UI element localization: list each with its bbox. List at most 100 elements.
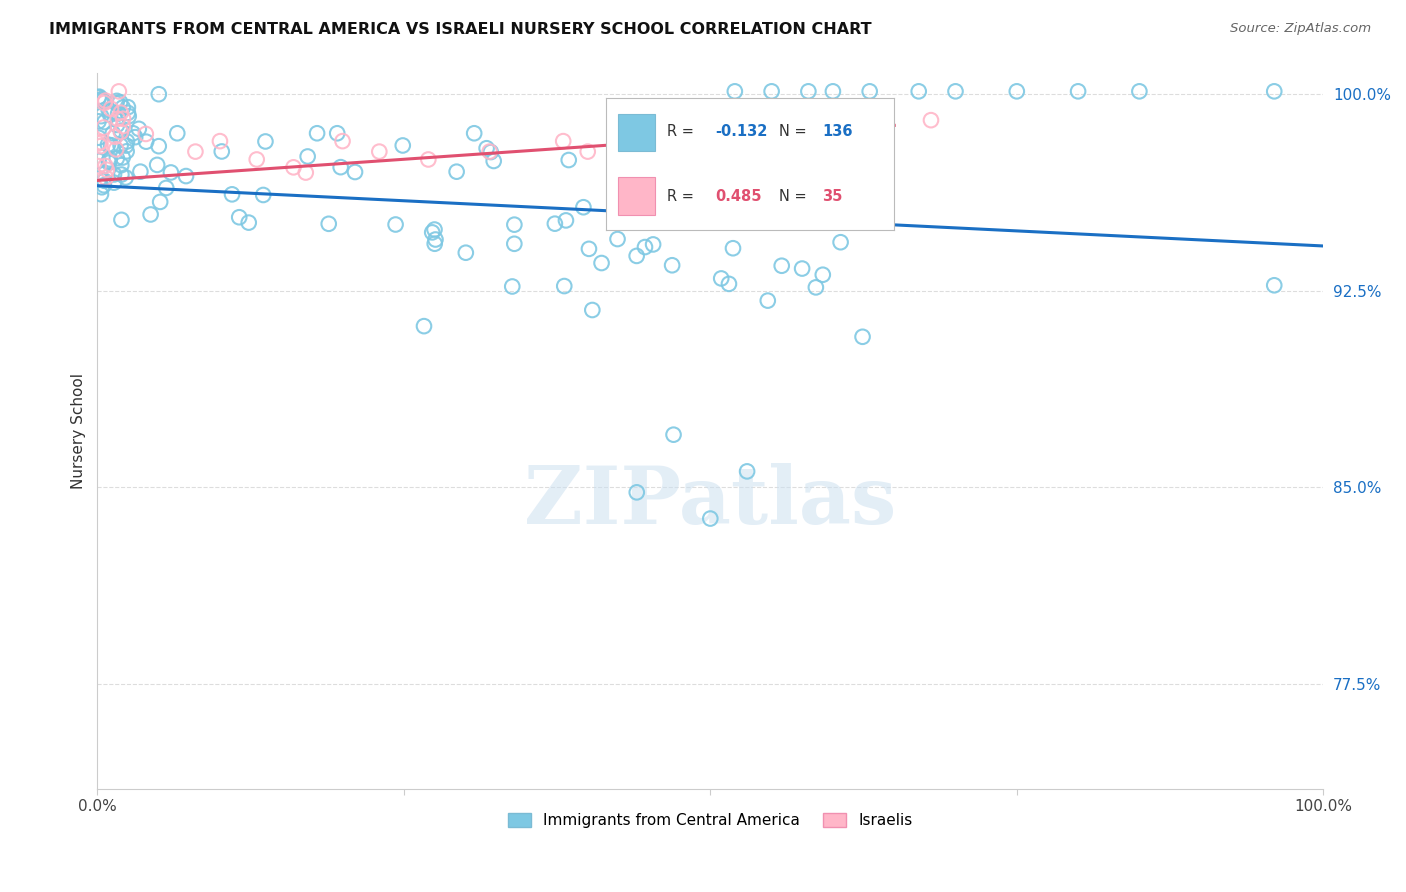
Point <box>418 153 440 167</box>
Legend: Immigrants from Central America, Israelis: Immigrants from Central America, Israeli… <box>502 807 918 835</box>
Point <box>252 188 274 202</box>
Point <box>591 256 613 270</box>
Point <box>97 103 120 117</box>
Point <box>454 245 477 260</box>
Point <box>478 145 501 159</box>
Point <box>101 126 124 140</box>
Point <box>108 84 131 98</box>
Point <box>297 149 319 163</box>
Point <box>1263 278 1285 293</box>
Point <box>238 216 260 230</box>
Point <box>104 129 127 144</box>
Point <box>1263 84 1285 98</box>
Point <box>721 241 744 255</box>
Point <box>643 237 665 252</box>
Point <box>184 145 207 159</box>
Point <box>90 180 112 194</box>
Point <box>110 105 132 120</box>
Point <box>112 112 135 126</box>
Point <box>837 151 859 165</box>
Point <box>423 222 446 236</box>
Point <box>332 134 354 148</box>
Point <box>211 145 233 159</box>
Point <box>87 136 110 151</box>
Point <box>90 187 112 202</box>
Point <box>139 207 162 221</box>
Point <box>93 178 115 193</box>
Point <box>105 118 128 132</box>
Point <box>93 174 115 188</box>
Text: ZIPatlas: ZIPatlas <box>524 463 897 541</box>
Point <box>89 135 111 149</box>
Point <box>294 165 316 179</box>
Point <box>558 153 581 167</box>
Point <box>110 212 132 227</box>
Point <box>761 84 783 98</box>
Point <box>111 101 134 115</box>
Point <box>105 94 128 108</box>
Point <box>661 258 683 272</box>
Point <box>94 170 117 185</box>
Point <box>479 145 502 159</box>
Point <box>117 100 139 114</box>
Point <box>1128 84 1150 98</box>
Point <box>97 155 120 169</box>
Point <box>446 164 468 178</box>
Point <box>1005 84 1028 98</box>
Point <box>643 126 665 140</box>
Point <box>90 109 112 123</box>
Point <box>626 249 648 263</box>
Point <box>576 145 599 159</box>
Point <box>710 271 733 285</box>
Point <box>174 169 197 183</box>
Point <box>662 126 685 140</box>
Point <box>117 106 139 120</box>
Point <box>283 161 305 175</box>
Point <box>105 151 128 165</box>
Point <box>811 268 834 282</box>
Point <box>413 319 436 334</box>
Point <box>859 84 882 98</box>
Point <box>146 158 169 172</box>
Point <box>105 142 128 156</box>
Point <box>97 153 120 168</box>
Point <box>907 84 929 98</box>
Point <box>610 200 633 214</box>
Point <box>769 206 792 220</box>
Point <box>115 135 138 149</box>
Text: IMMIGRANTS FROM CENTRAL AMERICA VS ISRAELI NURSERY SCHOOL CORRELATION CHART: IMMIGRANTS FROM CENTRAL AMERICA VS ISRAE… <box>49 22 872 37</box>
Point <box>155 181 177 195</box>
Point <box>254 135 277 149</box>
Point <box>368 145 391 159</box>
Point <box>735 464 758 478</box>
Point <box>640 214 662 228</box>
Point <box>93 95 115 110</box>
Point <box>91 94 114 108</box>
Point <box>482 153 505 168</box>
Point <box>124 130 146 145</box>
Point <box>945 84 967 98</box>
Point <box>423 236 446 251</box>
Point <box>318 217 340 231</box>
Point <box>98 153 121 167</box>
Point <box>307 126 329 140</box>
Point <box>105 96 128 111</box>
Point <box>581 303 603 318</box>
Point <box>553 279 575 293</box>
Point <box>110 138 132 153</box>
Point <box>553 134 575 148</box>
Point <box>107 112 129 126</box>
Point <box>756 293 779 308</box>
Point <box>129 164 152 178</box>
Point <box>89 89 111 103</box>
Point <box>578 242 600 256</box>
Point <box>779 159 801 173</box>
Point <box>166 126 188 140</box>
Point <box>246 153 269 167</box>
Point <box>107 106 129 120</box>
Point <box>344 165 367 179</box>
Point <box>797 84 820 98</box>
Point <box>662 427 685 442</box>
Point <box>572 200 595 214</box>
Point <box>128 121 150 136</box>
